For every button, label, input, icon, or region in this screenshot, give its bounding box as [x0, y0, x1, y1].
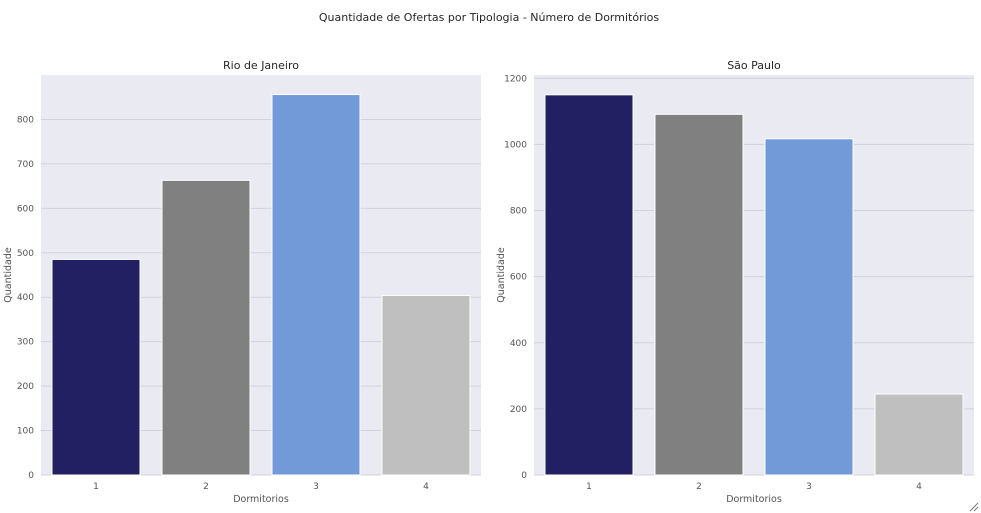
y-tick-label: 600 [17, 204, 34, 214]
x-tick-labels: 1 2 3 4 [93, 482, 429, 492]
chart-sao-paulo: 0 200 400 600 800 1000 1200 1 2 3 4 São Paulo Dor… [496, 59, 974, 505]
x-tick-label: 4 [423, 482, 429, 492]
bar-1 [51, 258, 141, 476]
x-tick-label: 3 [806, 482, 812, 492]
chart-rio-de-janeiro: 0 100 200 300 400 500 600 700 800 1 2 3 4 Rio de Ja… [3, 59, 481, 505]
x-axis-label: Dormitorios [726, 494, 782, 505]
y-tick-label: 200 [17, 382, 34, 392]
y-tick-label: 800 [17, 115, 34, 125]
y-tick-labels: 0 200 400 600 800 1000 1200 [504, 74, 527, 481]
y-axis-label: Quantidade [3, 247, 14, 303]
x-tick-label: 1 [93, 482, 99, 492]
bar-1 [544, 94, 634, 476]
y-tick-label: 400 [17, 293, 34, 303]
y-axis-label: Quantidade [496, 247, 507, 303]
bar-3 [764, 138, 854, 476]
resize-grip-icon[interactable] [969, 502, 979, 512]
x-axis-label: Dormitorios [233, 494, 289, 505]
y-tick-label: 300 [17, 338, 34, 348]
y-tick-label: 700 [17, 160, 34, 170]
y-tick-label: 800 [510, 207, 527, 217]
x-tick-label: 2 [203, 482, 209, 492]
x-tick-label: 2 [696, 482, 702, 492]
bar-4 [381, 294, 471, 476]
bar-2 [654, 113, 744, 476]
y-tick-labels: 0 100 200 300 400 500 600 700 800 [17, 115, 34, 481]
y-tick-label: 400 [510, 339, 527, 349]
y-tick-label: 0 [521, 471, 527, 481]
x-tick-label: 3 [313, 482, 319, 492]
bar-2 [161, 179, 251, 476]
y-tick-label: 600 [510, 273, 527, 283]
y-tick-label: 0 [28, 471, 34, 481]
x-tick-labels: 1 2 3 4 [586, 482, 922, 492]
y-tick-label: 1200 [504, 74, 527, 84]
bar-3 [271, 94, 361, 476]
x-tick-label: 1 [586, 482, 592, 492]
bars [544, 94, 964, 476]
y-tick-label: 200 [510, 405, 527, 415]
y-tick-label: 500 [17, 249, 34, 259]
chart-title: Rio de Janeiro [223, 59, 299, 72]
chart-title: São Paulo [727, 59, 781, 72]
figure-title: Quantidade de Ofertas por Tipologia - Nú… [319, 11, 660, 24]
y-tick-label: 1000 [504, 140, 527, 150]
bar-4 [874, 393, 964, 476]
y-tick-label: 100 [17, 427, 34, 437]
x-tick-label: 4 [916, 482, 922, 492]
bars [51, 94, 471, 476]
